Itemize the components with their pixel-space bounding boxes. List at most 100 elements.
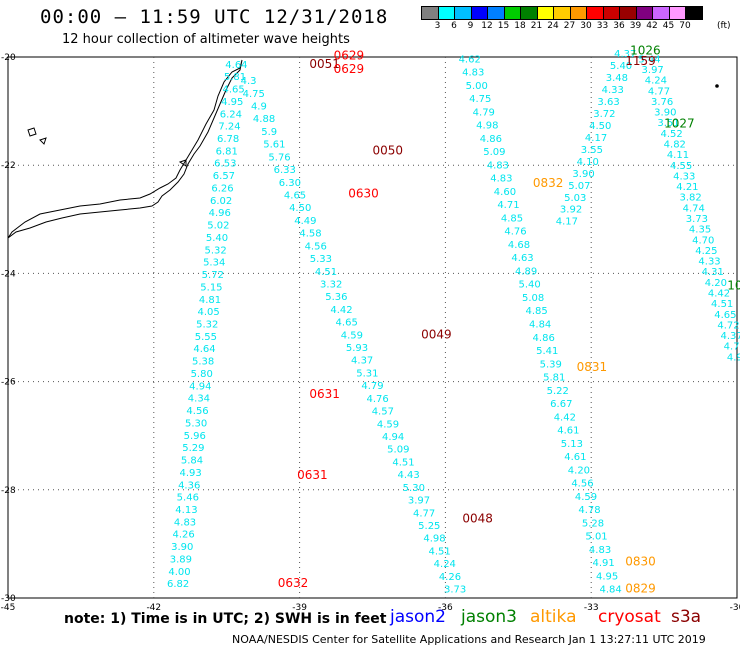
satellite-label-jason2: jason2 <box>390 607 446 627</box>
legend-label: 27 <box>563 21 576 31</box>
wave-height-value: 3.90 <box>572 169 594 180</box>
wave-height-value: 4.83 <box>589 545 611 556</box>
wave-height-value: 4.26 <box>439 572 461 583</box>
wave-height-value: 4.89 <box>515 266 537 277</box>
satellite-label-jason3: jason3 <box>461 607 517 627</box>
legend-label: 15 <box>497 21 510 31</box>
wave-height-value: 5.84 <box>181 456 203 467</box>
wave-height-value: 4.65 <box>223 85 245 96</box>
wave-height-value: 5.03 <box>564 193 586 204</box>
legend-label: 70 <box>679 21 691 31</box>
wave-height-value: 6.02 <box>210 196 232 207</box>
wave-height-value: 4.79 <box>473 107 495 118</box>
pass-time-label: 0050 <box>373 143 404 157</box>
wave-height-value: 6.26 <box>211 183 233 194</box>
wave-height-value: 5.80 <box>191 369 213 380</box>
wave-height-value: 4.36 <box>178 480 200 491</box>
wave-tracks: 4.645.814.654.956.247.246.786.816.536.57… <box>167 49 740 596</box>
wave-height-value: 6.30 <box>279 178 301 189</box>
wave-height-value: 4.94 <box>382 432 404 443</box>
wave-height-value: 4.74 <box>683 203 705 214</box>
legend-label: 30 <box>580 21 592 31</box>
pass-time-label: 1027 <box>664 116 695 130</box>
wave-height-value: 5.30 <box>403 483 425 494</box>
lon-tick-label: -30 <box>730 603 740 613</box>
legend-label: 24 <box>547 21 559 31</box>
wave-height-value: 4.60 <box>494 187 516 198</box>
wave-height-value: 5.61 <box>263 140 285 151</box>
wave-height-value: 4.91 <box>727 352 740 363</box>
wave-height-value: 4.05 <box>198 307 220 318</box>
color-legend: 3 6 9 12 15 18 21 24 27 30 33 36 39 42 45 70 <box>421 6 740 32</box>
wave-height-value: 5.40 <box>206 233 228 244</box>
wave-height-value: 4.64 <box>225 60 247 71</box>
wave-height-value: 4.85 <box>526 306 548 317</box>
wave-height-value: 5.93 <box>346 343 368 354</box>
wave-height-value: 3.90 <box>171 542 193 553</box>
wave-height-value: 4.17 <box>556 217 578 228</box>
lat-tick-label: -22 <box>1 161 16 171</box>
wave-height-value: 4.21 <box>676 182 698 193</box>
wave-height-value: 4.86 <box>533 333 555 344</box>
pass-time-label: 0831 <box>577 360 608 374</box>
wave-height-value: 5.25 <box>418 521 440 532</box>
wave-height-value: 4.56 <box>305 241 327 252</box>
wave-height-value: 3.51 <box>657 118 679 129</box>
wave-height-value: 6.53 <box>214 159 236 170</box>
wave-height-value: 4.37 <box>721 331 740 342</box>
wave-height-value: 4.93 <box>179 468 201 479</box>
wave-height-value: 6.82 <box>167 579 189 590</box>
pass-time-label: 0051 <box>309 57 340 71</box>
wave-height-value: 6.67 <box>550 399 572 410</box>
wave-height-value: 5.09 <box>387 445 409 456</box>
map-grid <box>8 57 737 598</box>
latitude-ticks: -20 -22 -24 -26 -28 -30 <box>1 53 16 604</box>
wave-height-value: 4.9 <box>251 101 267 112</box>
lat-tick-label: -24 <box>1 269 16 279</box>
wave-height-value: 4.33 <box>602 85 624 96</box>
wave-height-value: 5.34 <box>203 258 225 269</box>
wave-height-value: 4.62 <box>459 54 481 65</box>
wave-height-value: 4.35 <box>689 225 711 236</box>
pass-time-label: 0630 <box>348 187 379 201</box>
wave-height-value: 7.24 <box>218 122 240 133</box>
pass-time-label: 10 <box>727 279 740 293</box>
legend-label: 42 <box>646 21 658 31</box>
wave-height-value: 5.55 <box>195 332 217 343</box>
wave-height-value: 4.71 <box>497 200 519 211</box>
island-marker <box>715 84 719 88</box>
legend-label: 3 <box>434 21 441 31</box>
wave-height-value: 5.41 <box>536 346 558 357</box>
wave-height-value: 3.90 <box>654 108 676 119</box>
wave-height-value: 4.65 <box>336 318 358 329</box>
wave-height-value: 5.30 <box>185 418 207 429</box>
wave-height-value: 4.95 <box>221 97 243 108</box>
wave-height-value: 4.75 <box>469 94 491 105</box>
wave-height-value: 4.78 <box>578 505 600 516</box>
wave-height-value: 4.61 <box>564 452 586 463</box>
wave-height-value: 5.81 <box>224 72 246 83</box>
wave-height-value: 4.50 <box>589 121 611 132</box>
wave-height-value: 4.49 <box>294 216 316 227</box>
wave-height-value: 4.37 <box>351 356 373 367</box>
wave-height-value: 4.78 <box>724 342 740 353</box>
wave-height-value: 4.56 <box>571 479 593 490</box>
legend-label: 45 <box>662 21 675 31</box>
wave-height-value: 4.57 <box>372 407 394 418</box>
wave-height-value: 4.42 <box>330 305 352 316</box>
wave-height-value: 5.08 <box>522 293 544 304</box>
wave-height-value: 4.76 <box>367 394 389 405</box>
wave-height-value: 4.81 <box>199 295 221 306</box>
map-frame <box>7 56 738 599</box>
wave-height-value: 4.77 <box>413 508 435 519</box>
wave-height-value: 4.83 <box>487 160 509 171</box>
wave-height-value: 4.84 <box>600 585 622 596</box>
wave-height-value: 5.40 <box>518 280 540 291</box>
lon-tick-label: -42 <box>146 603 161 613</box>
wave-height-value: 5.29 <box>182 443 204 454</box>
wave-height-value: 4.76 <box>504 227 526 238</box>
pass-time-label: 0629 <box>334 49 365 63</box>
wave-height-value: 4.82 <box>664 140 686 151</box>
